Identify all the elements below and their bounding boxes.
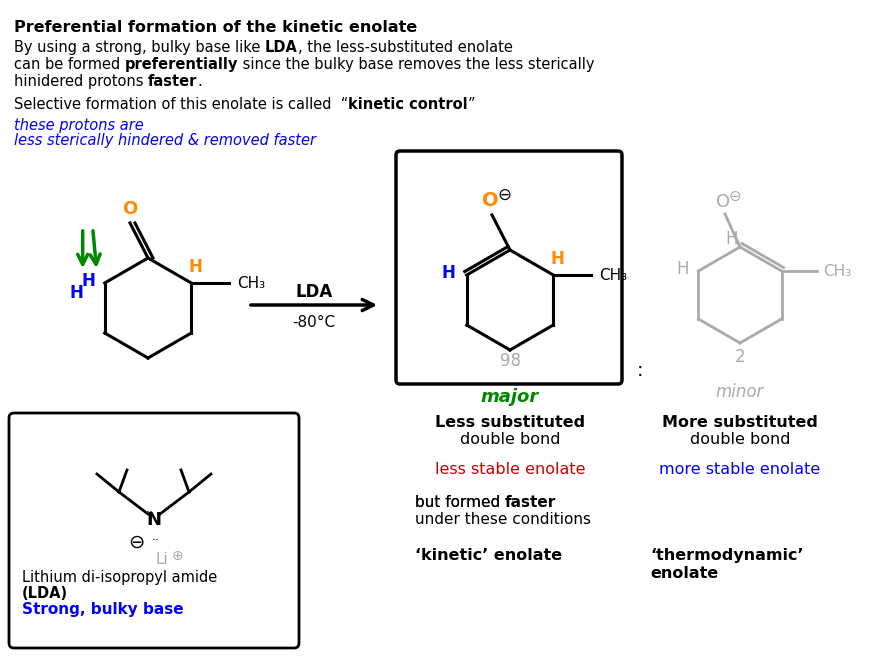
Text: faster: faster: [505, 495, 557, 510]
Text: LDA: LDA: [265, 40, 297, 55]
Text: :: :: [637, 361, 643, 380]
Text: CH₃: CH₃: [237, 276, 266, 291]
Text: hinidered protons: hinidered protons: [14, 74, 148, 89]
Text: Strong, bulky base: Strong, bulky base: [22, 602, 184, 617]
Text: ”: ”: [468, 97, 475, 112]
Text: H: H: [551, 250, 564, 268]
Text: kinetic control: kinetic control: [348, 97, 468, 112]
Text: H: H: [70, 284, 83, 302]
Text: LDA: LDA: [296, 283, 333, 301]
Text: ..: ..: [146, 503, 154, 515]
Text: ⊖: ⊖: [729, 189, 741, 203]
Text: these protons are: these protons are: [14, 118, 144, 133]
Text: (LDA): (LDA): [22, 586, 68, 601]
Text: 2: 2: [734, 348, 745, 366]
Text: CH₃: CH₃: [823, 264, 852, 278]
Text: Preferential formation of the kinetic enolate: Preferential formation of the kinetic en…: [14, 20, 417, 35]
Text: major: major: [481, 388, 539, 406]
Text: N: N: [147, 511, 162, 529]
Text: H: H: [188, 258, 202, 276]
Text: More substituted: More substituted: [662, 415, 818, 430]
Text: but formed: but formed: [415, 495, 505, 510]
Text: -80°C: -80°C: [292, 315, 336, 330]
FancyBboxPatch shape: [396, 151, 622, 384]
Text: enolate: enolate: [650, 566, 718, 581]
Text: Li: Li: [155, 552, 169, 568]
Text: less sterically hindered & removed faster: less sterically hindered & removed faste…: [14, 133, 316, 148]
Text: H: H: [82, 272, 96, 290]
Text: ⊖: ⊖: [497, 186, 511, 204]
Text: double bond: double bond: [690, 432, 790, 447]
Text: O: O: [716, 193, 730, 211]
Text: Lithium di-isopropyl amide: Lithium di-isopropyl amide: [22, 570, 218, 585]
Text: faster: faster: [148, 74, 197, 89]
Text: ..: ..: [152, 529, 160, 542]
Text: ⊖: ⊖: [128, 533, 144, 552]
Text: CH₃: CH₃: [599, 268, 628, 282]
Text: H: H: [441, 264, 456, 282]
Text: less stable enolate: less stable enolate: [435, 462, 585, 477]
Text: more stable enolate: more stable enolate: [660, 462, 821, 477]
Text: H: H: [725, 230, 738, 248]
Text: Selective formation of this enolate is called  “: Selective formation of this enolate is c…: [14, 97, 348, 112]
FancyBboxPatch shape: [9, 413, 299, 648]
Text: 98: 98: [499, 352, 520, 370]
Text: but formed: but formed: [415, 495, 505, 510]
Text: can be formed: can be formed: [14, 57, 125, 72]
Text: .: .: [197, 74, 202, 89]
Text: ⊕: ⊕: [172, 549, 184, 563]
Text: under these conditions: under these conditions: [415, 512, 591, 527]
Text: preferentially: preferentially: [125, 57, 238, 72]
Text: double bond: double bond: [460, 432, 560, 447]
Text: By using a strong, bulky base like: By using a strong, bulky base like: [14, 40, 265, 55]
Text: Less substituted: Less substituted: [435, 415, 585, 430]
Text: H: H: [676, 260, 689, 278]
Text: since the bulky base removes the less sterically: since the bulky base removes the less st…: [238, 57, 595, 72]
Text: , the less-substituted enolate: , the less-substituted enolate: [297, 40, 512, 55]
Text: O: O: [123, 200, 138, 218]
Text: minor: minor: [716, 383, 765, 401]
Text: ‘kinetic’ enolate: ‘kinetic’ enolate: [415, 548, 562, 563]
Text: O: O: [481, 191, 498, 210]
Text: ‘thermodynamic’: ‘thermodynamic’: [650, 548, 804, 563]
